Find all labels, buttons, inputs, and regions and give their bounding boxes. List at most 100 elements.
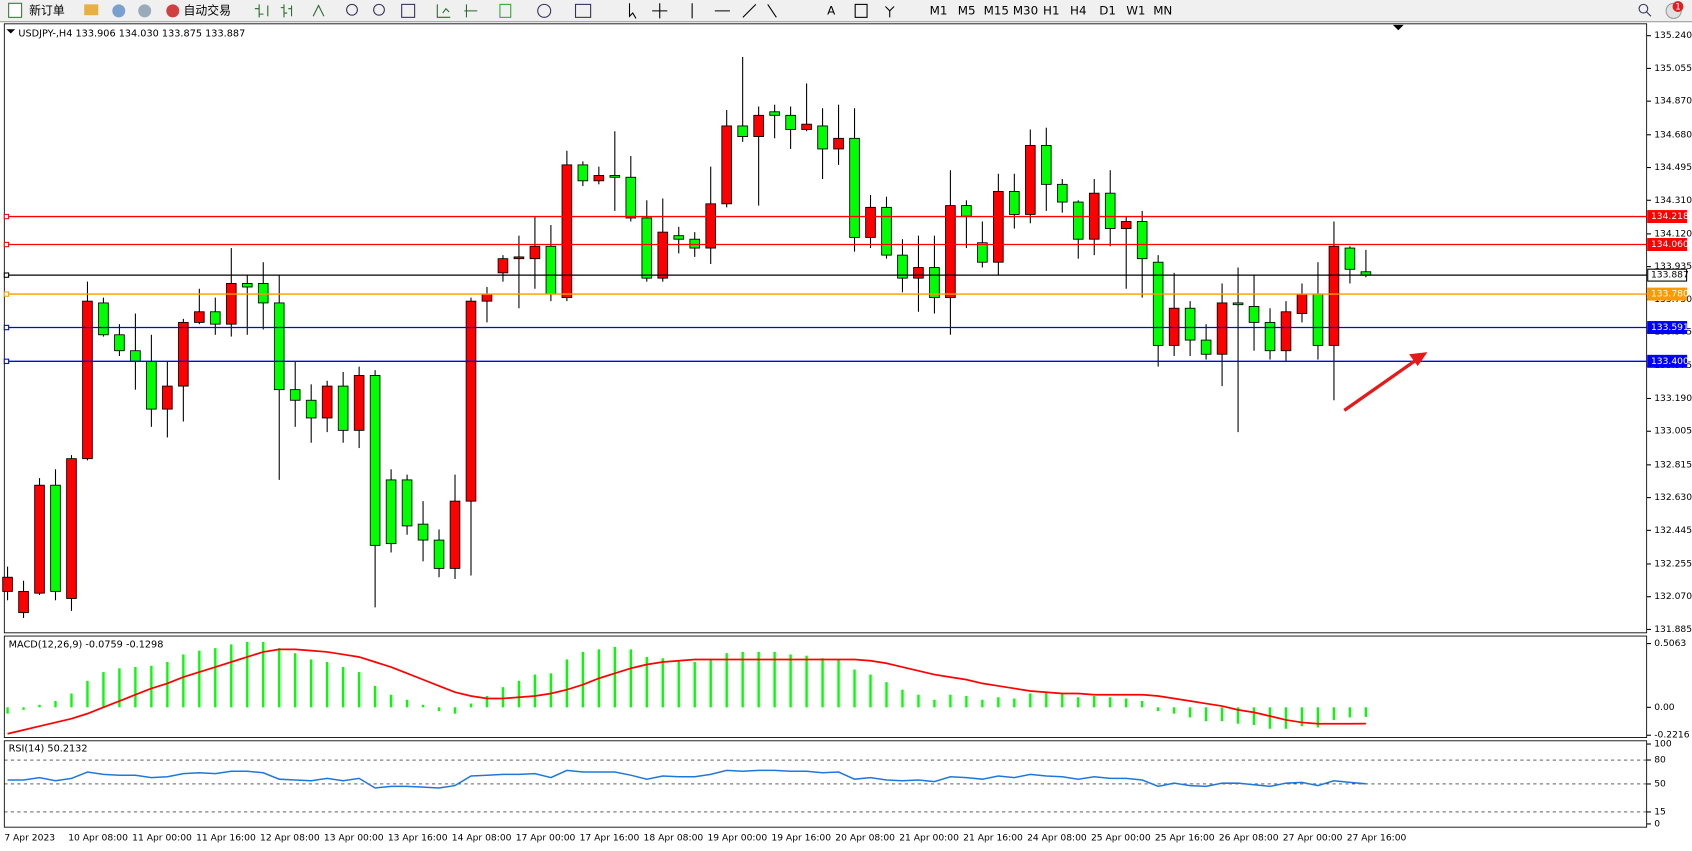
price-label-bg	[1647, 354, 1688, 368]
candle-body	[673, 235, 685, 240]
candle-body	[465, 300, 477, 502]
timeframe[interactable]: M5	[958, 3, 976, 17]
candle-body	[1025, 144, 1036, 215]
timeframe[interactable]: D1	[1099, 3, 1116, 17]
macd-panel	[3, 635, 1648, 738]
candle-body	[433, 539, 445, 569]
candle-body	[1216, 302, 1228, 355]
candle-body	[961, 205, 972, 217]
candle-body	[1232, 302, 1244, 306]
price-label: 133.591	[1651, 322, 1689, 333]
new-order[interactable]: 新订单	[29, 3, 65, 17]
candle-body	[1280, 311, 1292, 352]
price-label: 133.887	[1651, 270, 1689, 281]
y-tick-label: 15	[1654, 806, 1666, 817]
y-tick-label: 132.255	[1654, 558, 1692, 569]
price-line-handle	[3, 213, 10, 220]
candle-body	[194, 311, 205, 323]
candle-body	[1152, 261, 1164, 346]
timeframe[interactable]: M15	[984, 3, 1009, 17]
search-icon[interactable]	[1646, 11, 1652, 17]
candle-body	[353, 375, 365, 431]
y-tick-label: 50	[1654, 778, 1666, 789]
y-tick-label: 135.240	[1654, 30, 1692, 41]
marks: 135.240 135.055 134.870 134.680 134.495 134.3…	[2, 30, 1692, 843]
icon[interactable]	[112, 4, 126, 18]
timeframe[interactable]: M1	[930, 3, 948, 17]
x-tick-label: 21 Apr 00:00	[899, 832, 959, 843]
timeframe[interactable]: MN	[1153, 3, 1172, 17]
x-tick-label: 27 Apr 16:00	[1347, 832, 1407, 843]
price-line-handle	[3, 324, 10, 331]
candle-body	[305, 399, 317, 419]
y-tick-label: 0.5063	[1654, 638, 1686, 649]
candle-body	[1184, 307, 1196, 341]
candle-body	[417, 523, 429, 541]
icon[interactable]	[138, 4, 152, 18]
y-tick-label: 134.680	[1654, 129, 1692, 140]
price-label-bg	[1647, 268, 1688, 282]
y-tick-label: 80	[1654, 755, 1666, 766]
x-tick-label: 7 Apr 2023	[4, 832, 55, 843]
x-tick-label: 25 Apr 16:00	[1155, 832, 1215, 843]
candle-body	[849, 137, 860, 238]
search-icon[interactable]	[1638, 3, 1649, 14]
new-order-icon[interactable]	[8, 2, 23, 18]
y-tick-label: 133.190	[1654, 393, 1692, 404]
candle-body	[178, 321, 189, 387]
candle-body	[817, 125, 828, 150]
timeframe[interactable]: H1	[1043, 3, 1059, 17]
x-tick-label: 11 Apr 00:00	[132, 832, 192, 843]
y-tick-label: 131.885	[1654, 624, 1692, 635]
candle-body	[545, 245, 557, 295]
y-tick-label: 132.070	[1654, 591, 1692, 602]
y-tick-label: -0.2216	[1654, 730, 1690, 741]
candle-body	[1168, 307, 1180, 346]
candle-body	[2, 576, 13, 592]
candle-body	[1072, 201, 1084, 240]
x-tick-label: 14 Apr 08:00	[452, 832, 512, 843]
icon[interactable]	[84, 4, 99, 16]
timeframe[interactable]: W1	[1126, 3, 1145, 17]
auto-trading-icon[interactable]	[166, 4, 180, 18]
candle-body	[801, 123, 812, 130]
auto-trading[interactable]: 自动交易	[184, 3, 231, 17]
candle-body	[146, 360, 157, 410]
candle-body	[1041, 144, 1052, 185]
price-line-handle	[3, 272, 10, 278]
tool-icons[interactable]	[254, 3, 895, 19]
candle-body	[210, 311, 221, 325]
candle-body	[609, 175, 621, 178]
notification-badge[interactable]	[1672, 1, 1684, 12]
rsi-line	[7, 769, 1366, 789]
timeframe[interactable]: M30	[1013, 3, 1038, 17]
candle-body	[593, 175, 605, 182]
price-label: 134.060	[1651, 239, 1689, 250]
macd-title: MACD(12,26,9) -0.0759 -0.1298	[9, 640, 164, 651]
candle-body	[929, 267, 940, 299]
candle-body	[1104, 192, 1116, 230]
annotation-arrow	[1343, 358, 1418, 412]
x-tick-label: 21 Apr 16:00	[963, 832, 1023, 843]
price-label: 133.400	[1651, 356, 1689, 367]
y-tick-label: 0.00	[1654, 702, 1675, 713]
candle-body	[689, 238, 701, 249]
candle-body	[385, 479, 397, 545]
candle-body	[162, 385, 173, 410]
candle-body	[993, 190, 1004, 263]
price-label: 133.780	[1651, 289, 1689, 300]
candle-body	[657, 231, 669, 279]
main-panel	[3, 23, 1648, 634]
candle-body	[705, 203, 716, 249]
notification-count[interactable]: 1	[1675, 3, 1681, 13]
candle-body	[18, 590, 29, 614]
candle-body	[769, 111, 780, 116]
candle-body	[481, 293, 493, 302]
text-tool[interactable]: A	[827, 3, 836, 17]
y-tick-label: 132.630	[1654, 492, 1692, 503]
timeframe[interactable]: H4	[1070, 3, 1086, 17]
candle-body	[897, 254, 908, 279]
candle-body	[865, 206, 876, 238]
price-label-bg	[1647, 210, 1688, 224]
price-line-handle	[3, 291, 10, 297]
